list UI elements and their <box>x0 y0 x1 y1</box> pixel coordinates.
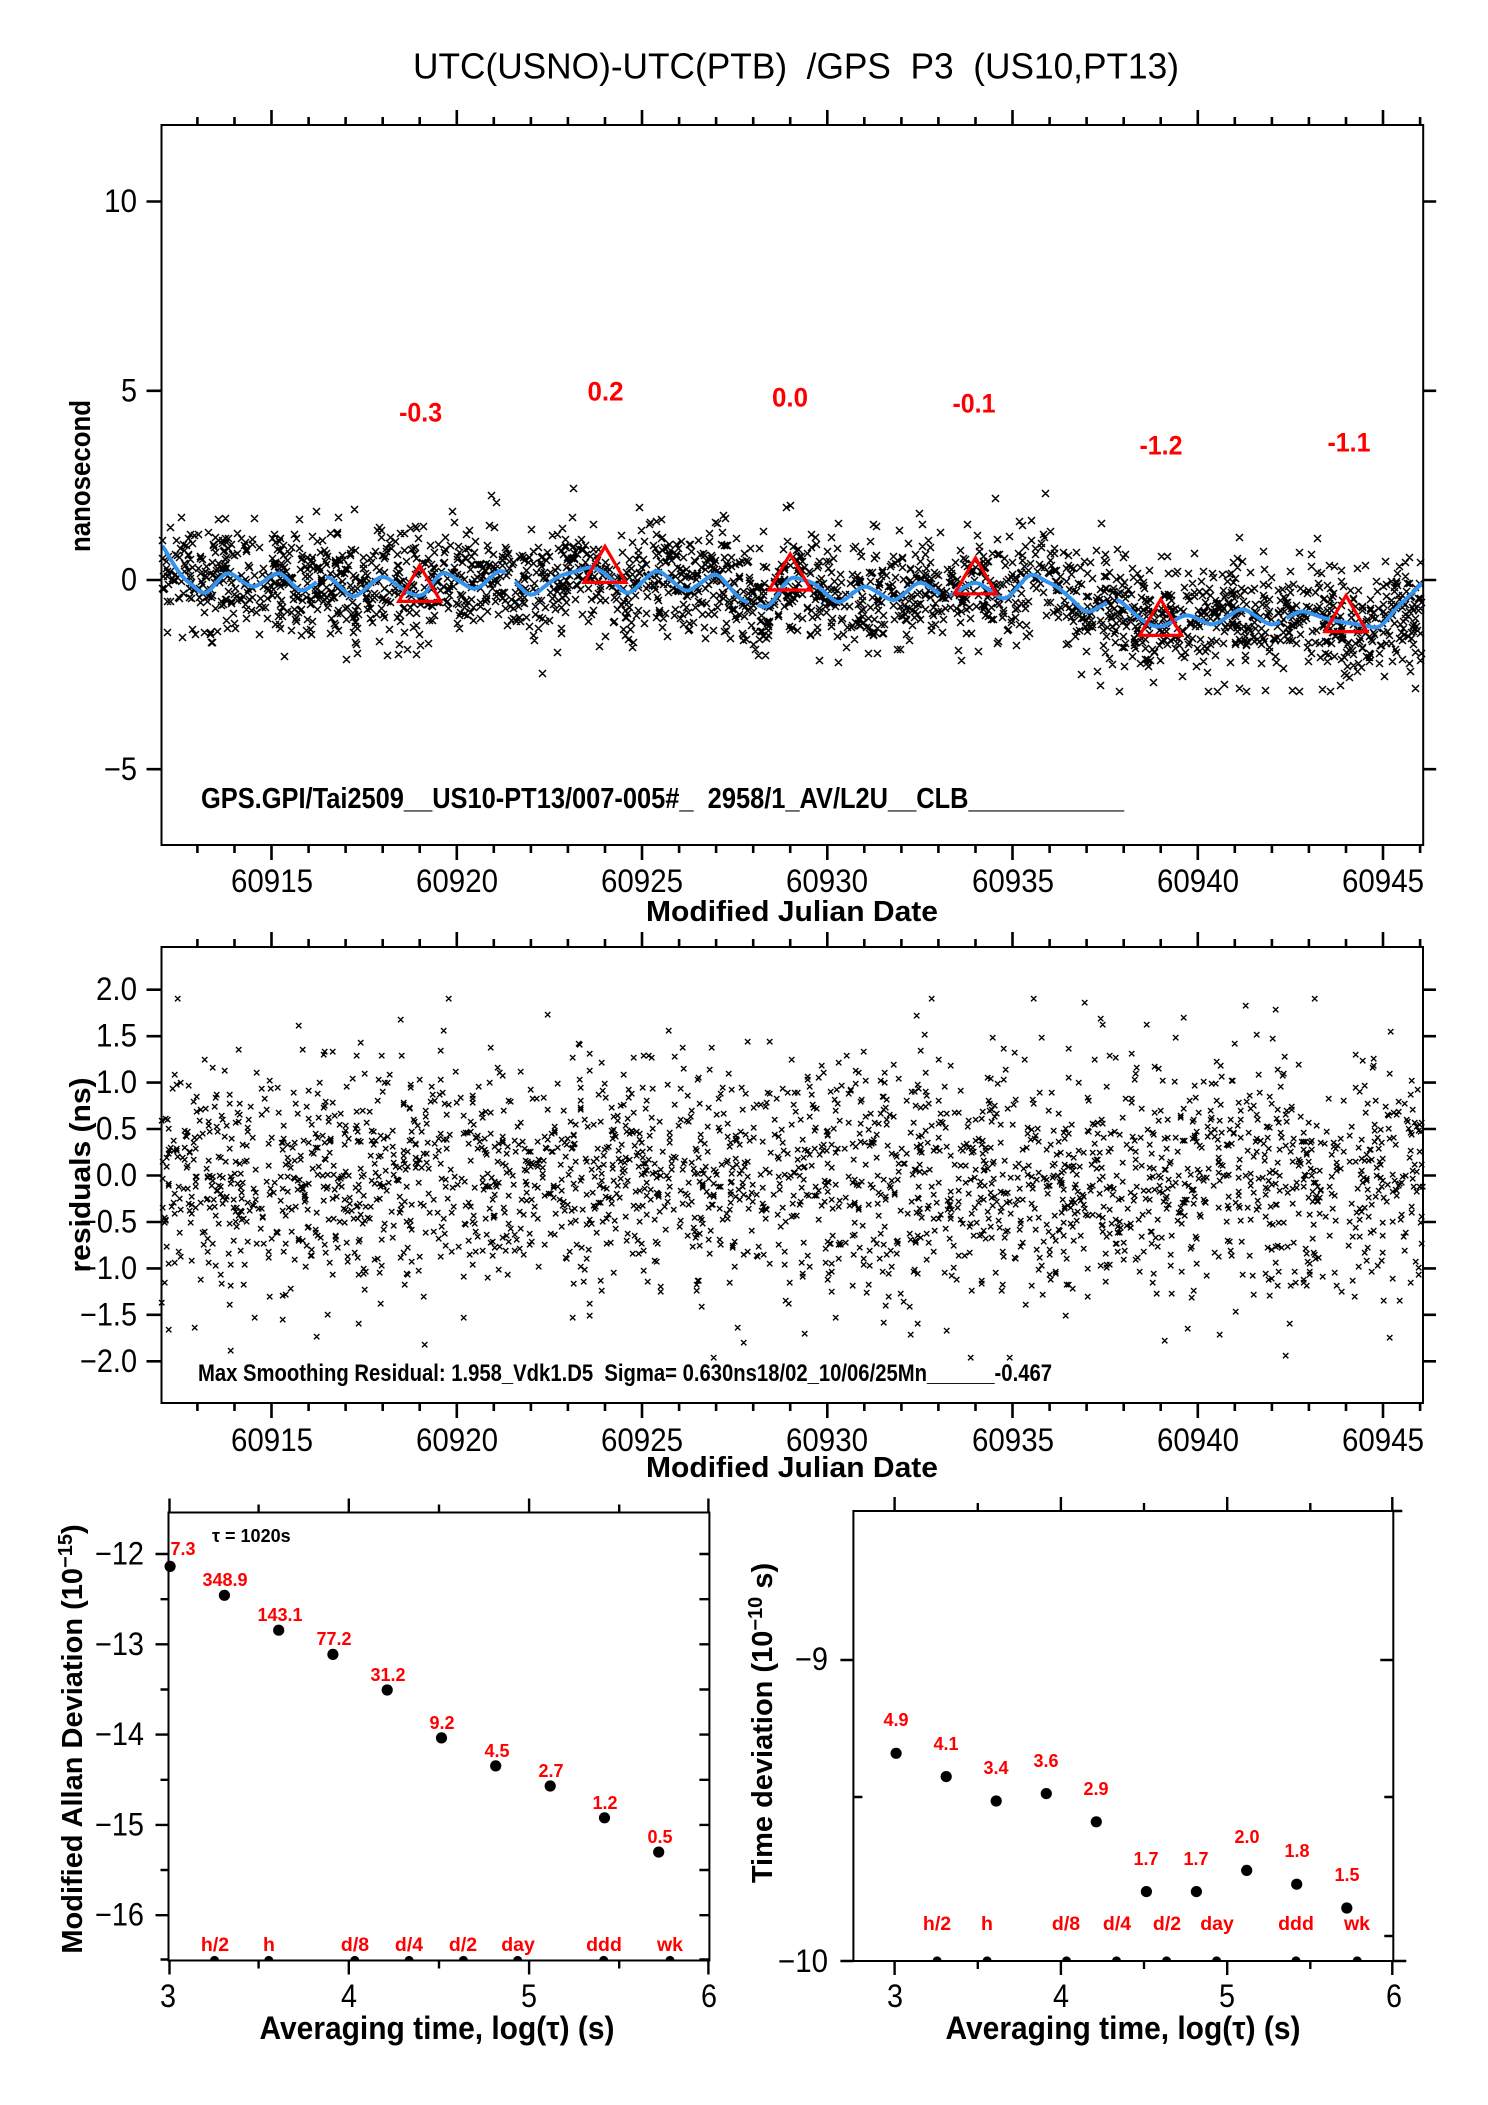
svg-text:h/2: h/2 <box>923 1913 951 1935</box>
svg-text:d/8: d/8 <box>1052 1913 1080 1935</box>
svg-text:6: 6 <box>701 1978 717 2014</box>
svg-text:60915: 60915 <box>231 1422 313 1458</box>
svg-text:1.5: 1.5 <box>1334 1865 1359 1885</box>
svg-text:4: 4 <box>341 1978 357 2014</box>
svg-text:4.9: 4.9 <box>883 1710 908 1730</box>
svg-text:UTC(USNO)-UTC(PTB) /GPS P3: UTC(USNO)-UTC(PTB) /GPS P3 (US10,PT13) <box>413 46 1179 87</box>
svg-text:Max Smoothing Residual: 1.958_: Max Smoothing Residual: 1.958_Vdk1.D5 Si… <box>198 1360 1052 1387</box>
svg-text:Averaging time, log(τ) (s): Averaging time, log(τ) (s) <box>260 2010 615 2046</box>
svg-text:Modified Allan Deviation (10−1: Modified Allan Deviation (10−15) <box>55 1524 89 1953</box>
svg-text:5: 5 <box>521 1978 537 2014</box>
svg-text:4.5: 4.5 <box>484 1741 509 1761</box>
svg-text:−0.5: −0.5 <box>80 1203 137 1239</box>
svg-text:3: 3 <box>887 1978 903 2014</box>
svg-text:60925: 60925 <box>601 1422 683 1458</box>
svg-text:348.9: 348.9 <box>202 1570 247 1590</box>
svg-text:60935: 60935 <box>972 1422 1054 1458</box>
svg-text:0.2: 0.2 <box>588 377 624 407</box>
svg-text:2.9: 2.9 <box>1083 1779 1108 1799</box>
svg-text:0: 0 <box>121 562 137 598</box>
svg-text:d/4: d/4 <box>1103 1913 1131 1935</box>
svg-text:60945: 60945 <box>1342 1422 1424 1458</box>
svg-text:τ = 1020s: τ = 1020s <box>212 1526 291 1546</box>
svg-text:77.2: 77.2 <box>316 1629 351 1649</box>
svg-text:0.0: 0.0 <box>772 383 808 413</box>
svg-text:31.2: 31.2 <box>370 1665 405 1685</box>
svg-text:2.7: 2.7 <box>538 1761 563 1781</box>
svg-text:60920: 60920 <box>416 1422 498 1458</box>
svg-text:60940: 60940 <box>1157 863 1239 899</box>
svg-text:Modified Julian Date: Modified Julian Date <box>646 896 938 928</box>
svg-text:−16: −16 <box>95 1897 144 1933</box>
svg-text:60920: 60920 <box>416 863 498 899</box>
svg-text:3.4: 3.4 <box>983 1758 1008 1778</box>
svg-text:-1.2: -1.2 <box>1140 431 1183 461</box>
svg-text:60940: 60940 <box>1157 1422 1239 1458</box>
svg-text:residuals (ns): residuals (ns) <box>65 1078 97 1273</box>
svg-text:1.7: 1.7 <box>1183 1849 1208 1869</box>
svg-text:-0.3: -0.3 <box>399 398 442 428</box>
svg-text:−13: −13 <box>95 1626 144 1662</box>
svg-text:d/2: d/2 <box>1153 1913 1181 1935</box>
svg-text:d/2: d/2 <box>449 1934 477 1956</box>
svg-text:5: 5 <box>1219 1978 1235 2014</box>
svg-text:7.3: 7.3 <box>170 1539 195 1559</box>
svg-text:1.8: 1.8 <box>1284 1841 1309 1861</box>
svg-text:3: 3 <box>160 1978 176 2014</box>
svg-text:1.0: 1.0 <box>96 1064 137 1100</box>
svg-text:4.1: 4.1 <box>933 1734 958 1754</box>
svg-text:10: 10 <box>104 183 137 219</box>
svg-text:Modified Julian Date: Modified Julian Date <box>646 1452 938 1484</box>
svg-text:9.2: 9.2 <box>429 1713 454 1733</box>
svg-text:−12: −12 <box>95 1536 144 1572</box>
svg-text:−10: −10 <box>778 1943 828 1979</box>
svg-text:1.5: 1.5 <box>96 1018 137 1054</box>
svg-text:wk: wk <box>1343 1913 1370 1935</box>
svg-text:ddd: ddd <box>1278 1913 1314 1935</box>
svg-text:−5: −5 <box>104 751 137 787</box>
svg-text:−15: −15 <box>95 1806 144 1842</box>
svg-text:1.7: 1.7 <box>1133 1849 1158 1869</box>
svg-text:day: day <box>1200 1913 1234 1935</box>
svg-text:d/4: d/4 <box>395 1934 423 1956</box>
svg-text:2.0: 2.0 <box>96 971 137 1007</box>
svg-text:−2.0: −2.0 <box>80 1343 137 1379</box>
svg-text:5: 5 <box>121 372 137 408</box>
svg-text:h/2: h/2 <box>201 1934 229 1956</box>
svg-text:h: h <box>981 1913 993 1935</box>
svg-text:1.2: 1.2 <box>592 1793 617 1813</box>
svg-text:60925: 60925 <box>601 863 683 899</box>
svg-text:Averaging time, log(τ) (s): Averaging time, log(τ) (s) <box>946 2010 1301 2046</box>
svg-text:−1.0: −1.0 <box>80 1250 137 1286</box>
svg-text:−14: −14 <box>95 1716 144 1752</box>
svg-text:143.1: 143.1 <box>257 1605 302 1625</box>
svg-text:0.0: 0.0 <box>96 1157 137 1193</box>
svg-text:wk: wk <box>656 1934 683 1956</box>
svg-text:4: 4 <box>1053 1978 1069 2014</box>
svg-text:−1.5: −1.5 <box>80 1296 137 1332</box>
svg-text:60930: 60930 <box>786 1422 868 1458</box>
svg-text:-0.1: -0.1 <box>953 389 996 419</box>
svg-text:−9: −9 <box>795 1641 828 1677</box>
svg-text:GPS.GPI/Tai2509__US10-PT13/007: GPS.GPI/Tai2509__US10-PT13/007-005#_ 295… <box>201 783 1125 815</box>
svg-text:0.5: 0.5 <box>647 1827 672 1847</box>
svg-text:0.5: 0.5 <box>96 1111 137 1147</box>
svg-text:2.0: 2.0 <box>1234 1827 1259 1847</box>
svg-text:60945: 60945 <box>1342 863 1424 899</box>
svg-text:60915: 60915 <box>231 863 313 899</box>
svg-text:-1.1: -1.1 <box>1328 428 1371 458</box>
svg-text:h: h <box>263 1934 275 1956</box>
svg-text:60935: 60935 <box>972 863 1054 899</box>
svg-text:3.6: 3.6 <box>1033 1751 1058 1771</box>
svg-text:day: day <box>501 1934 535 1956</box>
svg-text:6: 6 <box>1386 1978 1402 2014</box>
svg-text:nanosecond: nanosecond <box>65 400 97 552</box>
svg-text:d/8: d/8 <box>341 1934 369 1956</box>
svg-text:ddd: ddd <box>586 1934 622 1956</box>
svg-text:60930: 60930 <box>786 863 868 899</box>
